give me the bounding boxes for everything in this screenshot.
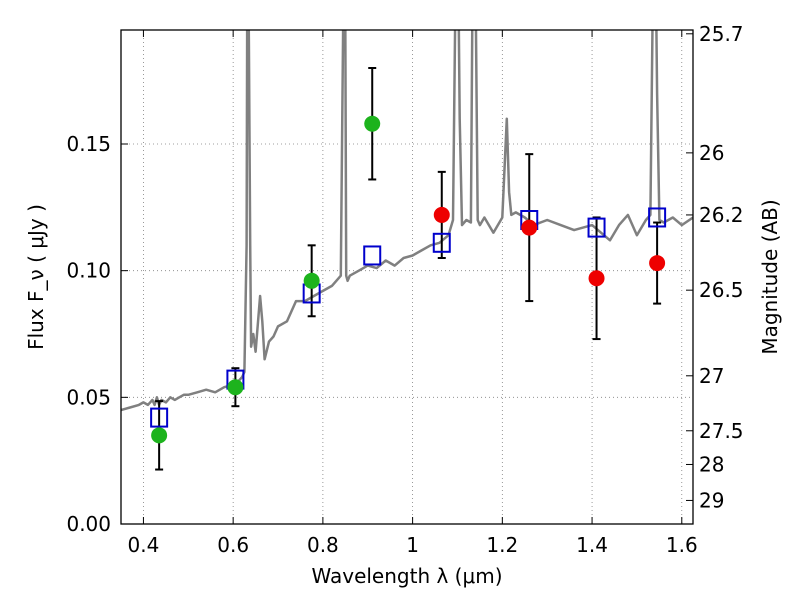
- red-data-point: [649, 255, 666, 272]
- red-data-point: [588, 270, 605, 287]
- x-tick-label: 1.4: [576, 533, 608, 557]
- x-axis-title: Wavelength λ (μm): [311, 564, 502, 588]
- red-data-point: [433, 206, 450, 223]
- x-tick-label: 0.4: [128, 533, 160, 557]
- model-square-marker: [363, 245, 382, 266]
- green-data-point: [227, 379, 244, 396]
- right-tick-label: 26.5: [699, 278, 744, 302]
- model-square-marker: [648, 207, 667, 228]
- x-tick-label: 0.8: [307, 533, 339, 557]
- right-tick-label: 26: [699, 141, 724, 165]
- green-data-point: [151, 427, 168, 444]
- spectrum-line: [121, 30, 693, 412]
- y-tick-label: 0.10: [66, 259, 111, 283]
- right-tick-label: 25.7: [699, 22, 744, 46]
- y-tick-label: 0.05: [66, 385, 111, 409]
- data-layer: [121, 30, 693, 471]
- axis-ticks: 0.4 0.6 0.8 1 1.2 1.4 1.6 0.00 0.05 0.10 0.15 25.7 2…: [66, 22, 743, 557]
- right-tick-label: 27: [699, 364, 724, 388]
- right-tick-label: 26.2: [699, 203, 744, 227]
- x-tick-label: 1.2: [486, 533, 518, 557]
- right-tick-label: 29: [699, 488, 724, 512]
- green-data-point: [303, 272, 320, 289]
- red-data-point: [521, 219, 538, 236]
- x-tick-label: 1.6: [666, 533, 698, 557]
- plot-background: [121, 30, 693, 524]
- y-tick-label: 0.15: [66, 132, 111, 156]
- green-data-point: [364, 115, 381, 132]
- x-tick-label: 1: [406, 533, 419, 557]
- model-square-marker: [432, 232, 451, 253]
- y-axis-title: Flux F_ν ( μJy ): [24, 204, 48, 350]
- x-tick-label: 0.6: [217, 533, 249, 557]
- y-tick-label: 0.00: [66, 512, 111, 536]
- right-tick-label: 27.5: [699, 419, 744, 443]
- plot-frame: [120, 29, 694, 525]
- model-square-marker: [587, 217, 606, 238]
- right-tick-label: 28: [699, 452, 724, 476]
- model-square-marker: [150, 407, 169, 428]
- right-axis-title: Magnitude (AB): [758, 199, 782, 354]
